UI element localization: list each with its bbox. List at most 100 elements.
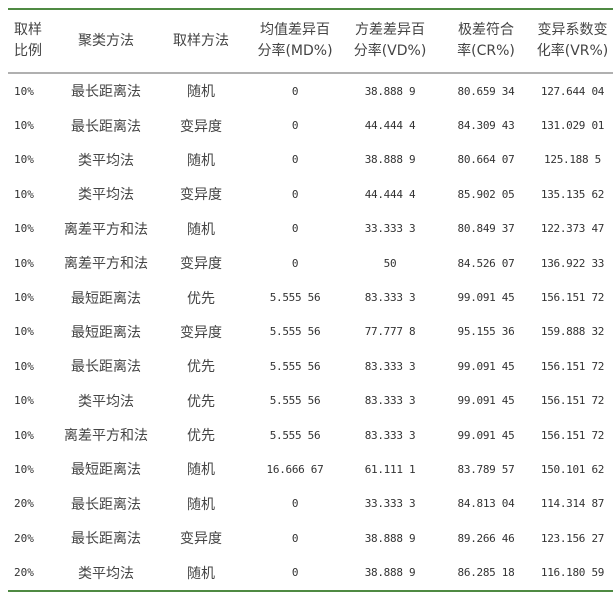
cell-vd: 38.888 9: [364, 566, 416, 580]
cell-vr: 122.373 47: [540, 222, 605, 236]
cell-vr: 159.888 32: [540, 325, 605, 339]
table-row: 10% 最长距离法 随机 0 38.888 9 80.659 34 127.644 04: [8, 73, 613, 108]
cell-sampling-ratio: 10%: [14, 256, 34, 270]
cell-vd: 83.333 3: [364, 359, 416, 373]
cell-cr: 86.285 18: [457, 566, 515, 580]
cell-sampling-ratio: 10%: [14, 222, 34, 236]
cell-cr: 99.091 45: [457, 291, 515, 305]
cell-clustering-method: 类平均法: [78, 565, 134, 582]
cell-md: 5.555 56: [269, 359, 321, 373]
table-row: 20% 最长距离法 变异度 0 38.888 9 89.266 46 123.156 27: [8, 521, 613, 555]
cell-sampling-ratio: 20%: [14, 566, 34, 580]
cell-sampling-method: 随机: [187, 496, 215, 513]
cell-sampling-ratio: 10%: [14, 153, 34, 167]
cell-clustering-method: 类平均法: [78, 187, 134, 204]
cell-md: 5.555 56: [269, 428, 321, 442]
table-row: 10% 最短距离法 随机 16.666 67 61.111 1 83.789 57 150.…: [8, 452, 613, 486]
cell-vd: 38.888 9: [364, 84, 416, 98]
cell-sampling-method: 优先: [187, 393, 215, 410]
cell-vr: 123.156 27: [540, 531, 605, 545]
cell-sampling-ratio: 20%: [14, 531, 34, 545]
cell-vr: 114.314 87: [540, 497, 605, 511]
cell-md: 0: [291, 256, 299, 270]
cell-vr: 156.151 72: [540, 428, 605, 442]
cell-sampling-ratio: 10%: [14, 359, 34, 373]
cell-cr: 89.266 46: [457, 531, 515, 545]
cell-md: 5.555 56: [269, 325, 321, 339]
table-row: 10% 类平均法 随机 0 38.888 9 80.664 07 125.188 5: [8, 143, 613, 177]
cell-md: 5.555 56: [269, 394, 321, 408]
cell-cr: 84.813 04: [457, 497, 515, 511]
cell-sampling-method: 优先: [187, 428, 215, 445]
table-row: 10% 离差平方和法 随机 0 33.333 3 80.849 37 122.373 47: [8, 212, 613, 246]
table-row: 10% 最长距离法 优先 5.555 56 83.333 3 99.091 45 156.1…: [8, 349, 613, 383]
table-row: 10% 离差平方和法 变异度 0 50 84.526 07 136.922 33: [8, 246, 613, 280]
cell-clustering-method: 最长距离法: [71, 359, 141, 376]
data-table: 取样 比例 聚类方法 取样方法 均值差异百 分率(MD%) 方差差异百 分率(VD%) 极…: [8, 8, 613, 592]
table-row: 10% 类平均法 优先 5.555 56 83.333 3 99.091 45 156.15…: [8, 384, 613, 418]
cell-clustering-method: 最长距离法: [71, 84, 141, 101]
cell-vr: 125.188 5: [544, 153, 601, 167]
cell-vd: 50: [383, 256, 397, 270]
cell-md: 0: [291, 153, 299, 167]
cell-cr: 80.659 34: [457, 84, 515, 98]
cell-clustering-method: 最短距离法: [71, 324, 141, 341]
cell-md: 16.666 67: [266, 462, 324, 476]
cell-cr: 84.526 07: [457, 256, 515, 270]
cell-clustering-method: 最长距离法: [71, 496, 141, 513]
cell-vd: 61.111 1: [364, 462, 416, 476]
cell-clustering-method: 最长距离法: [71, 531, 141, 548]
cell-vr: 156.151 72: [540, 291, 605, 305]
cell-vd: 33.333 3: [364, 497, 416, 511]
cell-vr: 136.922 33: [540, 256, 605, 270]
cell-clustering-method: 类平均法: [78, 152, 134, 169]
cell-vr: 116.180 59: [540, 566, 605, 580]
cell-clustering-method: 离差平方和法: [64, 428, 148, 445]
cell-sampling-ratio: 10%: [14, 462, 34, 476]
table-row: 10% 离差平方和法 优先 5.555 56 83.333 3 99.091 45 156.…: [8, 418, 613, 452]
cell-sampling-method: 变异度: [180, 118, 222, 135]
cell-sampling-ratio: 10%: [14, 84, 34, 98]
cell-vr: 156.151 72: [540, 394, 605, 408]
cell-sampling-ratio: 10%: [14, 119, 34, 133]
cell-cr: 80.849 37: [457, 222, 515, 236]
cell-md: 0: [291, 187, 299, 201]
cell-cr: 99.091 45: [457, 359, 515, 373]
header-row: 取样 比例 聚类方法 取样方法 均值差异百 分率(MD%) 方差差异百 分率(VD%) 极…: [8, 9, 613, 73]
header-vr: 变异系数变 化率(VR%): [536, 22, 609, 59]
cell-sampling-method: 变异度: [180, 256, 222, 273]
cell-clustering-method: 离差平方和法: [64, 221, 148, 238]
cell-vd: 44.444 4: [364, 119, 416, 133]
cell-cr: 95.155 36: [457, 325, 515, 339]
header-vd: 方差差异百 分率(VD%): [353, 22, 427, 59]
header-sampling-method: 取样方法: [173, 32, 229, 49]
cell-vd: 83.333 3: [364, 394, 416, 408]
cell-sampling-method: 随机: [187, 84, 215, 101]
cell-vd: 77.777 8: [364, 325, 416, 339]
cell-clustering-method: 最短距离法: [71, 462, 141, 479]
cell-sampling-method: 优先: [187, 290, 215, 307]
cell-vd: 38.888 9: [364, 531, 416, 545]
header-md: 均值差异百 分率(MD%): [257, 22, 333, 59]
table-row: 20% 最长距离法 随机 0 33.333 3 84.813 04 114.314 87: [8, 487, 613, 521]
table-row: 10% 类平均法 变异度 0 44.444 4 85.902 05 135.135 62: [8, 177, 613, 211]
table-row: 10% 最短距离法 优先 5.555 56 83.333 3 99.091 45 156.1…: [8, 280, 613, 314]
cell-sampling-method: 随机: [187, 152, 215, 169]
header-sampling-ratio: 取样 比例: [14, 22, 42, 59]
cell-cr: 99.091 45: [457, 428, 515, 442]
cell-cr: 99.091 45: [457, 394, 515, 408]
cell-cr: 80.664 07: [457, 153, 515, 167]
cell-clustering-method: 最短距离法: [71, 290, 141, 307]
cell-sampling-method: 随机: [187, 565, 215, 582]
table-row: 20% 类平均法 随机 0 38.888 9 86.285 18 116.180 59: [8, 555, 613, 591]
cell-md: 0: [291, 84, 299, 98]
cell-vd: 44.444 4: [364, 187, 416, 201]
cell-sampling-method: 随机: [187, 221, 215, 238]
cell-vd: 83.333 3: [364, 291, 416, 305]
cell-sampling-method: 变异度: [180, 324, 222, 341]
header-cr: 极差符合 率(CR%): [457, 22, 515, 59]
cell-md: 0: [291, 531, 299, 545]
cell-sampling-method: 变异度: [180, 531, 222, 548]
cell-clustering-method: 类平均法: [78, 393, 134, 410]
cell-md: 0: [291, 566, 299, 580]
